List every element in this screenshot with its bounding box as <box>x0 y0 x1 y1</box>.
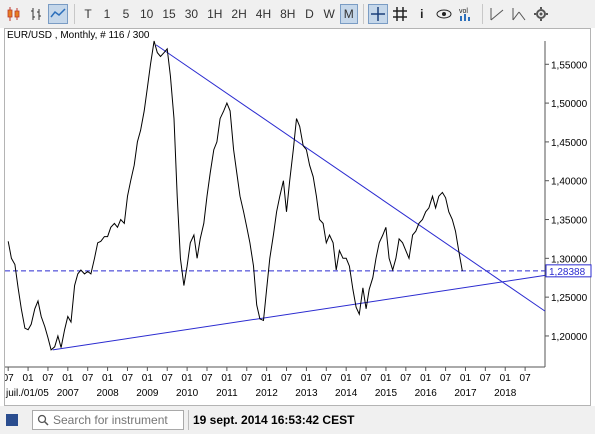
y-tick-label: 1,45000 <box>551 138 588 149</box>
x-tick-label: 07 <box>162 373 174 384</box>
y-tick-label: 1,40000 <box>551 177 588 188</box>
trendline-extended-icon[interactable] <box>509 4 529 24</box>
y-tick-label: 1,55000 <box>551 60 588 71</box>
x-tick-label: 01 <box>182 373 194 384</box>
x-tick-label: 07 <box>360 373 372 384</box>
settings-gear-icon[interactable] <box>531 4 551 24</box>
timeframe-button-15[interactable]: 15 <box>162 7 176 21</box>
instrument-search-field[interactable] <box>32 410 184 430</box>
x-year-label: 2008 <box>96 388 119 399</box>
x-tick-label: 01 <box>301 373 313 384</box>
timeframe-button-4h[interactable]: 4H <box>255 7 272 21</box>
x-year-label: 2018 <box>494 388 517 399</box>
x-year-label: 2011 <box>216 388 238 399</box>
current-price-box <box>545 264 592 278</box>
search-icon <box>37 414 49 426</box>
toolbar-separator <box>74 4 75 24</box>
timeframe-button-10[interactable]: 10 <box>140 7 154 21</box>
trendline-2 <box>155 44 546 312</box>
x-year-label: 2012 <box>256 388 279 399</box>
x-tick-label: 07 <box>82 373 94 384</box>
timeframe-button-m[interactable]: M <box>339 4 358 24</box>
x-year-label: 2009 <box>136 388 159 399</box>
toolbar-separator <box>362 4 364 24</box>
x-year-label: 2015 <box>375 388 398 399</box>
y-tick-label: 1,25000 <box>551 293 588 304</box>
search-input[interactable] <box>53 413 173 427</box>
x-tick-label: 07 <box>440 373 452 384</box>
x-year-label: 2017 <box>454 388 477 399</box>
x-tick-label: 01 <box>341 373 353 384</box>
timeframe-button-t[interactable]: T <box>84 7 92 21</box>
x-year-label: 2010 <box>176 388 199 399</box>
grid-icon[interactable] <box>390 4 410 24</box>
chart-toolbar: T 1 5 10 15 30 1H 2H 4H 8H D W M i vol <box>0 0 595 28</box>
eye-icon[interactable] <box>434 4 454 24</box>
x-tick-label: 01 <box>221 373 233 384</box>
x-tick-label: 01 <box>261 373 273 384</box>
y-tick-label: 1,20000 <box>551 332 588 343</box>
y-tick-label: 1,50000 <box>551 99 588 110</box>
x-year-label: 2014 <box>335 388 358 399</box>
x-tick-label: 07 <box>201 373 213 384</box>
timeframe-button-5[interactable]: 5 <box>122 7 130 21</box>
timeframe-button-30[interactable]: 30 <box>184 7 199 21</box>
x-tick-label: 01 <box>102 373 114 384</box>
trendline-1 <box>52 274 546 351</box>
x-tick-label: 07 <box>281 373 293 384</box>
x-tick-label: 01 <box>500 373 512 384</box>
bar-chart-icon[interactable] <box>26 4 46 24</box>
y-tick-label: 1,30000 <box>551 254 588 265</box>
price-series-line <box>7 40 463 351</box>
x-tick-label: 01 <box>23 373 35 384</box>
current-price-label: 1,28388 <box>549 267 586 278</box>
chart-panel[interactable]: EUR/USD , Monthly, # 116 / 300 1,20000 1,2… <box>3 28 592 407</box>
instrument-color-square <box>6 414 18 426</box>
timeframe-button-w[interactable]: W <box>323 7 335 21</box>
crosshair-icon[interactable] <box>367 4 388 24</box>
x-year-label: 2007 <box>57 388 80 399</box>
candlestick-icon[interactable] <box>4 4 24 24</box>
toolbar-separator <box>481 4 483 24</box>
line-chart-icon[interactable] <box>48 4 68 24</box>
timeframe-button-1h[interactable]: 1H <box>207 7 223 21</box>
x-tick-label: 07 <box>5 373 14 384</box>
chart-header: EUR/USD , Monthly, # 116 / 300 <box>7 30 150 41</box>
volume-label: vol <box>459 8 468 15</box>
x-tick-label: 07 <box>520 373 532 384</box>
x-tick-label: 07 <box>480 373 492 384</box>
volume-icon[interactable]: vol <box>456 4 476 24</box>
x-tick-label: 01 <box>142 373 154 384</box>
timeframe-button-d[interactable]: D <box>305 7 314 21</box>
x-tick-label: 07 <box>400 373 412 384</box>
y-tick-label: 1,35000 <box>551 216 588 227</box>
x-tick-label: 07 <box>42 373 54 384</box>
x-tick-label: 01 <box>420 373 432 384</box>
x-tick-label: 01 <box>380 373 392 384</box>
x-year-label: juil./01/05 <box>5 388 49 399</box>
trendline-icon[interactable] <box>487 4 507 24</box>
x-tick-label: 07 <box>241 373 253 384</box>
status-bar: 19 sept. 2014 16:53:42 CEST <box>0 406 595 434</box>
x-tick-label: 07 <box>122 373 134 384</box>
status-timestamp: 19 sept. 2014 16:53:42 CEST <box>188 410 354 430</box>
price-chart[interactable]: EUR/USD , Monthly, # 116 / 300 1,20000 1,2… <box>3 29 592 407</box>
timeframe-button-2h[interactable]: 2H <box>231 7 247 21</box>
x-tick-label: 01 <box>460 373 472 384</box>
timeframe-button-8h[interactable]: 8H <box>280 7 296 21</box>
x-year-label: 2016 <box>415 388 438 399</box>
x-year-label: 2013 <box>295 388 318 399</box>
x-tick-label: 01 <box>62 373 74 384</box>
x-tick-label: 07 <box>321 373 333 384</box>
timeframe-group: T 1 5 10 15 30 1H 2H 4H 8H D W M <box>79 4 359 24</box>
info-icon[interactable]: i <box>420 7 424 21</box>
timeframe-button-1[interactable]: 1 <box>103 7 111 21</box>
